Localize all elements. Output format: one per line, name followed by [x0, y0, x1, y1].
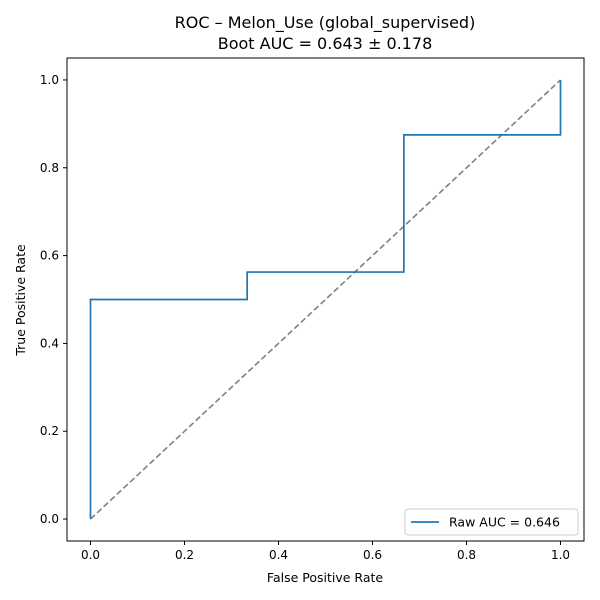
x-tick-label: 0.0 — [81, 548, 100, 562]
x-tick-label: 1.0 — [551, 548, 570, 562]
roc-series-line-0 — [89, 79, 562, 520]
y-tick-label: 0.6 — [40, 249, 59, 263]
y-tick-label: 0.0 — [40, 512, 59, 526]
y-axis-label: True Positive Rate — [13, 244, 28, 357]
x-tick-label: 0.6 — [363, 548, 382, 562]
y-tick-label: 0.4 — [40, 336, 59, 350]
chart-title: ROC – Melon_Use (global_supervised) — [175, 13, 476, 33]
y-tick-label: 0.8 — [40, 161, 59, 175]
legend-entry-raw-auc: Raw AUC = 0.646 — [449, 515, 560, 530]
chance-diagonal-line — [89, 79, 562, 520]
x-tick-label: 0.4 — [269, 548, 288, 562]
plot-area: 0.0 0.2 0.4 0.6 0.8 1.0 0.0 0.2 0.4 0.6 0.8 1.0 — [40, 57, 585, 562]
x-tick-label: 0.8 — [457, 548, 476, 562]
y-tick-label: 1.0 — [40, 73, 59, 87]
chart-subtitle: Boot AUC = 0.643 ± 0.178 — [218, 34, 433, 53]
x-tick-label: 0.2 — [175, 548, 194, 562]
y-tick-label: 0.2 — [40, 424, 59, 438]
legend-box — [404, 508, 579, 536]
x-axis-label: False Positive Rate — [267, 570, 383, 585]
legend: Raw AUC = 0.646 — [404, 508, 579, 536]
axes-frame — [66, 57, 585, 542]
